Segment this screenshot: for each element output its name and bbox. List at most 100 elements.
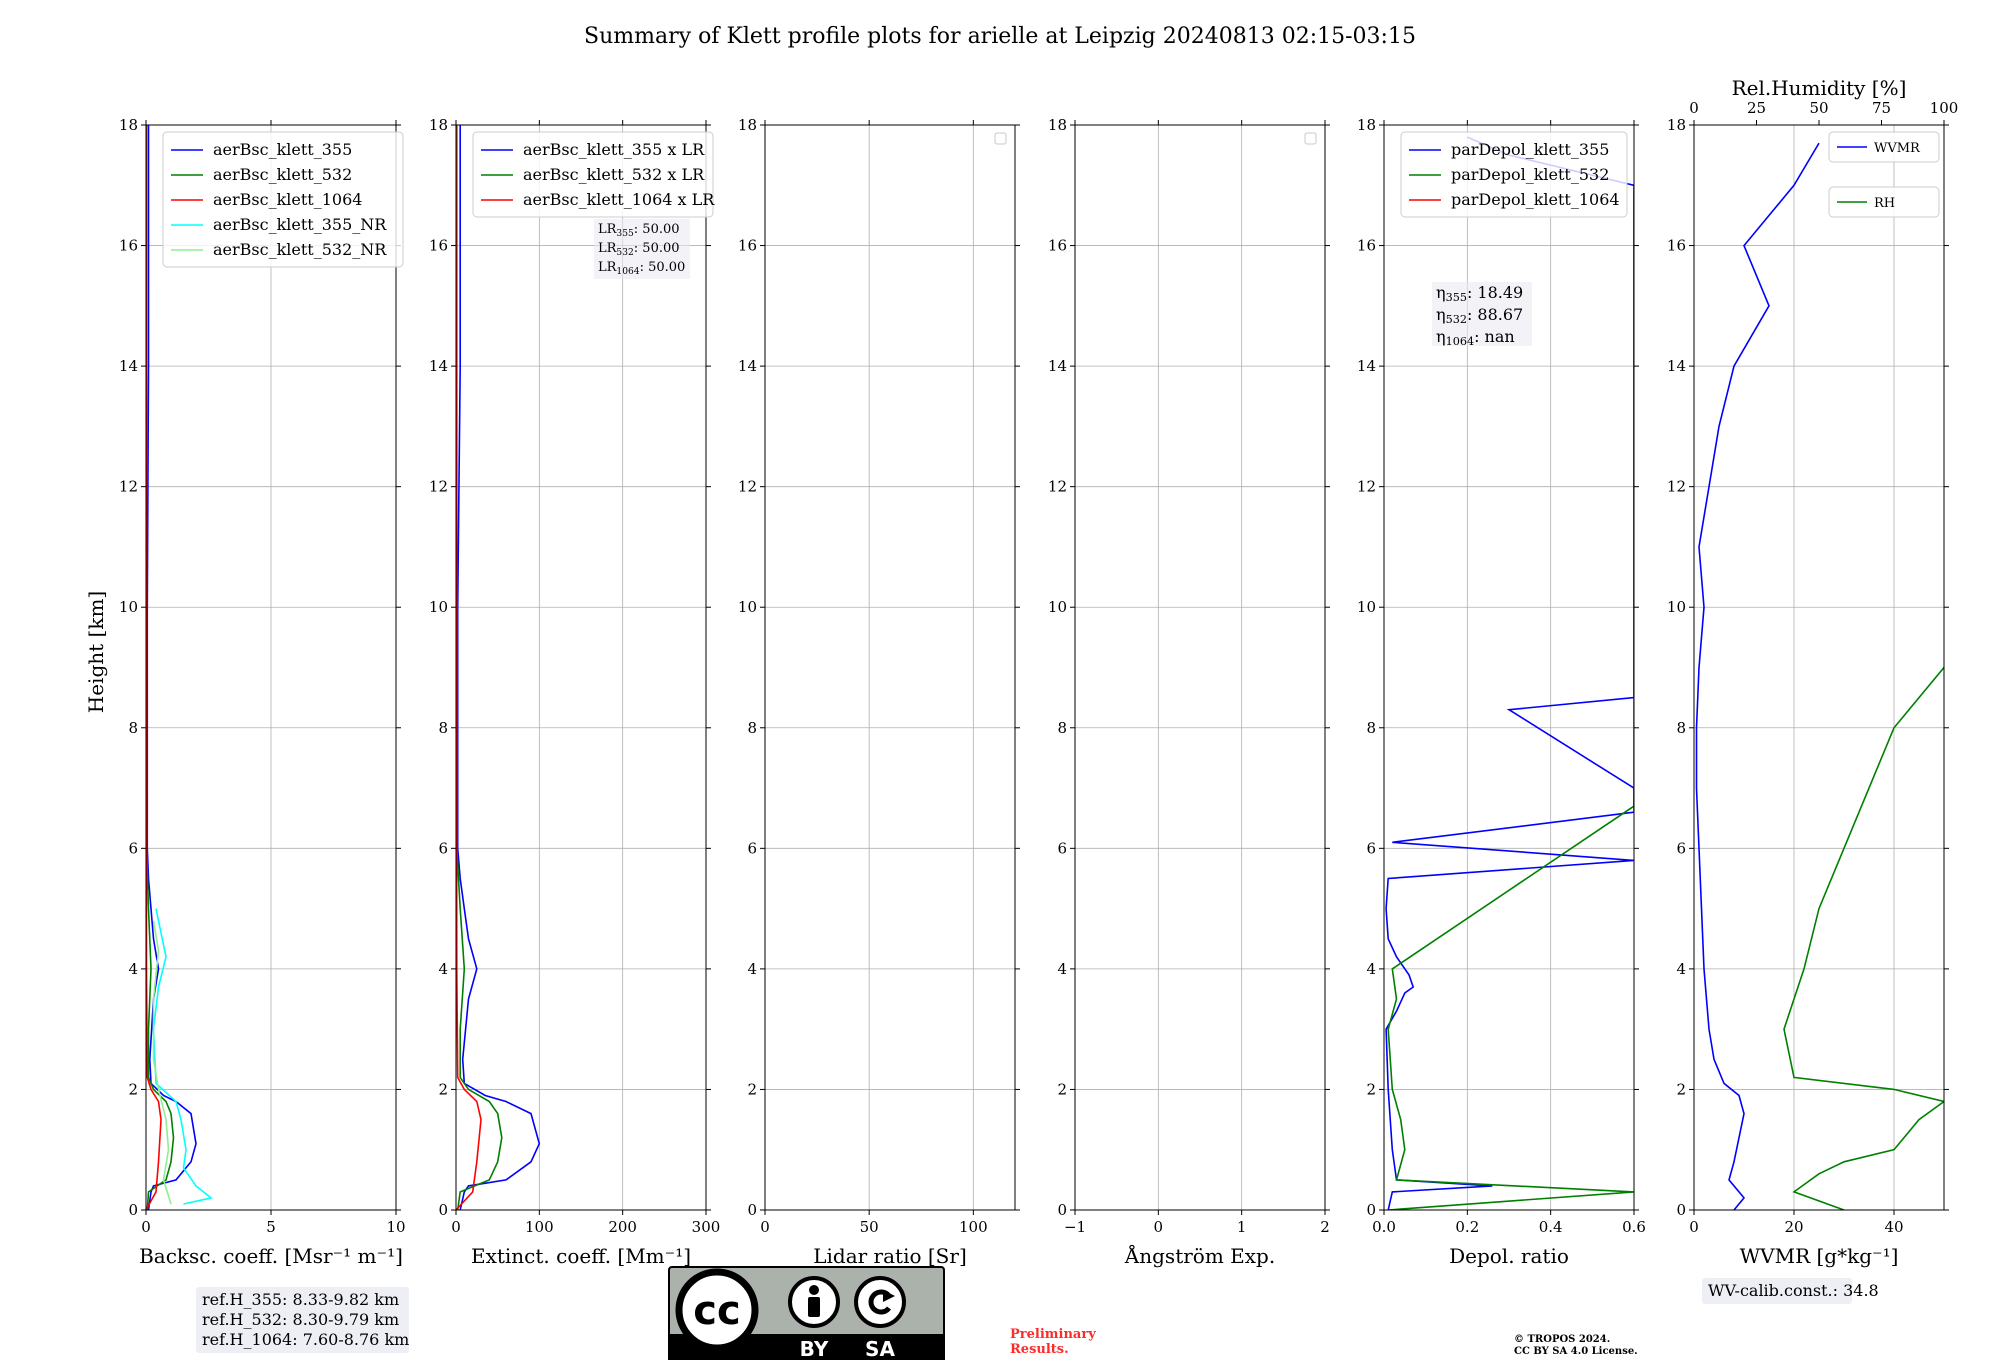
x-axis-label: Extinct. coeff. [Mm⁻¹] xyxy=(471,1244,691,1268)
preliminary-results-label: Results. xyxy=(1010,1342,1069,1357)
y-tick-label: 14 xyxy=(738,357,757,375)
legend-label: aerBsc_klett_1064 xyxy=(213,190,362,209)
x-tick-label: 20 xyxy=(1784,1218,1803,1236)
y-tick-label: 4 xyxy=(1676,960,1686,978)
y-tick-label: 18 xyxy=(1667,116,1686,134)
legend-label: aerBsc_klett_532_NR xyxy=(213,240,387,259)
x-tick-label: 5 xyxy=(266,1218,276,1236)
axes-frame xyxy=(455,124,707,1211)
x-axis-label: Lidar ratio [Sr] xyxy=(813,1244,967,1268)
axes-frame xyxy=(1074,124,1326,1211)
y-tick-label: 4 xyxy=(1366,960,1376,978)
panel-depol: 0 2 4 6 8 10 12 14 16 18 0.0 0.2 0.4 0.6 Depol. ratio p… xyxy=(1357,116,1646,1268)
legend-box xyxy=(472,131,714,218)
top-x-tick-label: 100 xyxy=(1930,99,1959,117)
x-tick-label: 2 xyxy=(1320,1218,1330,1236)
y-tick-label: 2 xyxy=(1676,1080,1686,1098)
legend-label: aerBsc_klett_355 xyxy=(213,140,352,159)
y-tick-label: 14 xyxy=(429,357,448,375)
series-line-WVMR xyxy=(1695,142,1820,1210)
x-tick-label: 10 xyxy=(386,1218,405,1236)
legend-empty-box xyxy=(1304,132,1317,145)
series-line-aerBsc_klett_532_NR xyxy=(152,920,172,1205)
plot-area xyxy=(1385,136,1634,1210)
legend-box xyxy=(162,131,404,268)
legend-box xyxy=(1828,131,1940,163)
x-tick-label: −1 xyxy=(1064,1218,1086,1236)
y-tick-label: 2 xyxy=(128,1080,138,1098)
y-tick-label: 14 xyxy=(1048,357,1067,375)
y-tick-label: 18 xyxy=(119,116,138,134)
y-axis-label: Height [km] xyxy=(84,591,108,713)
x-tick-label: 300 xyxy=(692,1218,721,1236)
ref-height-label: ref.H_532: 8.30-9.79 km xyxy=(202,1310,399,1329)
y-tick-label: 8 xyxy=(1366,719,1376,737)
legend-label: aerBsc_klett_355_NR xyxy=(213,215,387,234)
y-tick-label: 12 xyxy=(119,478,138,496)
eta-annotation: η1064: nan xyxy=(1436,327,1515,348)
series-line-aerBsc_klett_532 x LR xyxy=(456,125,503,1210)
top-x-tick-label: 50 xyxy=(1809,99,1828,117)
y-tick-label: 8 xyxy=(438,719,448,737)
x-tick-label: 0 xyxy=(760,1218,770,1236)
series-line-parDepol_klett_355 xyxy=(1385,136,1634,1210)
y-tick-label: 2 xyxy=(747,1080,757,1098)
y-tick-label: 16 xyxy=(738,237,757,255)
plot-area xyxy=(456,125,541,1210)
y-tick-label: 10 xyxy=(1357,598,1376,616)
figure-title: Summary of Klett profile plots for ariel… xyxy=(584,24,1416,49)
legend-label: parDepol_klett_1064 xyxy=(1451,190,1620,209)
y-tick-label: 14 xyxy=(1667,357,1686,375)
y-tick-label: 16 xyxy=(1357,237,1376,255)
lidar-ratio-annotation: LR532: 50.00 xyxy=(598,241,680,258)
top-x-tick-label: 0 xyxy=(1689,99,1699,117)
series-line-aerBsc_klett_1064 xyxy=(146,125,162,1210)
series-line-RH xyxy=(1783,666,1944,1210)
y-tick-label: 14 xyxy=(1357,357,1376,375)
x-tick-label: 0 xyxy=(1689,1218,1699,1236)
x-tick-label: 100 xyxy=(525,1218,554,1236)
plot-area xyxy=(1695,142,1944,1210)
y-tick-label: 2 xyxy=(438,1080,448,1098)
y-tick-label: 8 xyxy=(747,719,757,737)
legend-label: aerBsc_klett_532 xyxy=(213,165,352,184)
y-tick-label: 10 xyxy=(1667,598,1686,616)
y-tick-label: 2 xyxy=(1366,1080,1376,1098)
y-tick-label: 6 xyxy=(1366,839,1376,857)
y-tick-label: 2 xyxy=(1057,1080,1067,1098)
ref-height-box xyxy=(196,1287,409,1353)
legend-label: aerBsc_klett_532 x LR xyxy=(523,165,705,184)
y-tick-label: 16 xyxy=(1048,237,1067,255)
x-axis-label: Ångström Exp. xyxy=(1124,1243,1275,1268)
y-tick-label: 12 xyxy=(429,478,448,496)
x-axis-label: WVMR [g*kg⁻¹] xyxy=(1740,1244,1899,1268)
y-tick-label: 6 xyxy=(128,839,138,857)
y-tick-label: 8 xyxy=(1057,719,1067,737)
y-tick-label: 4 xyxy=(438,960,448,978)
y-tick-label: 16 xyxy=(429,237,448,255)
y-tick-label: 0 xyxy=(1366,1201,1376,1219)
x-tick-label: 0.6 xyxy=(1622,1218,1646,1236)
cc-label: cc xyxy=(693,1288,740,1334)
sa-label: SA xyxy=(865,1337,895,1360)
eta-annotation: η532: 88.67 xyxy=(1436,305,1523,326)
x-tick-label: 0 xyxy=(1154,1218,1164,1236)
x-tick-label: 0.4 xyxy=(1539,1218,1563,1236)
y-tick-label: 12 xyxy=(1667,478,1686,496)
y-tick-label: 14 xyxy=(119,357,138,375)
x-tick-label: 40 xyxy=(1884,1218,1903,1236)
y-tick-label: 12 xyxy=(1048,478,1067,496)
y-tick-label: 12 xyxy=(738,478,757,496)
legend-label: parDepol_klett_532 xyxy=(1451,165,1609,184)
person-body-icon xyxy=(808,1297,820,1317)
y-tick-label: 6 xyxy=(1057,839,1067,857)
y-tick-label: 0 xyxy=(747,1201,757,1219)
x-tick-label: 200 xyxy=(608,1218,637,1236)
x-tick-label: 50 xyxy=(860,1218,879,1236)
y-tick-label: 12 xyxy=(1357,478,1376,496)
legend-box xyxy=(1828,186,1940,218)
panel-backscatter: 0 2 4 6 8 10 12 14 16 18 0 5 10 Backsc. coeff. [Msr⁻¹… xyxy=(119,116,406,1268)
y-tick-label: 10 xyxy=(429,598,448,616)
y-tick-label: 0 xyxy=(438,1201,448,1219)
